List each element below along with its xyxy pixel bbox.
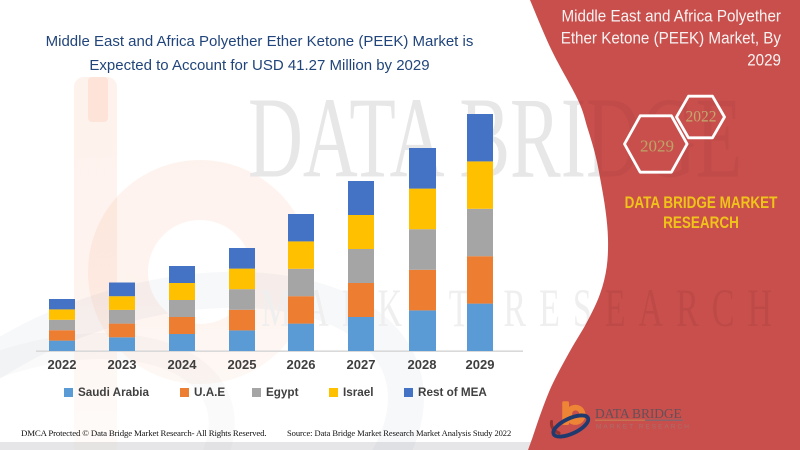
svg-text:2029: 2029 bbox=[640, 136, 674, 155]
svg-text:2022: 2022 bbox=[686, 108, 717, 125]
svg-text:DATA BRIDGE: DATA BRIDGE bbox=[595, 406, 682, 421]
svg-text:MARKET RESEARCH: MARKET RESEARCH bbox=[596, 424, 691, 431]
